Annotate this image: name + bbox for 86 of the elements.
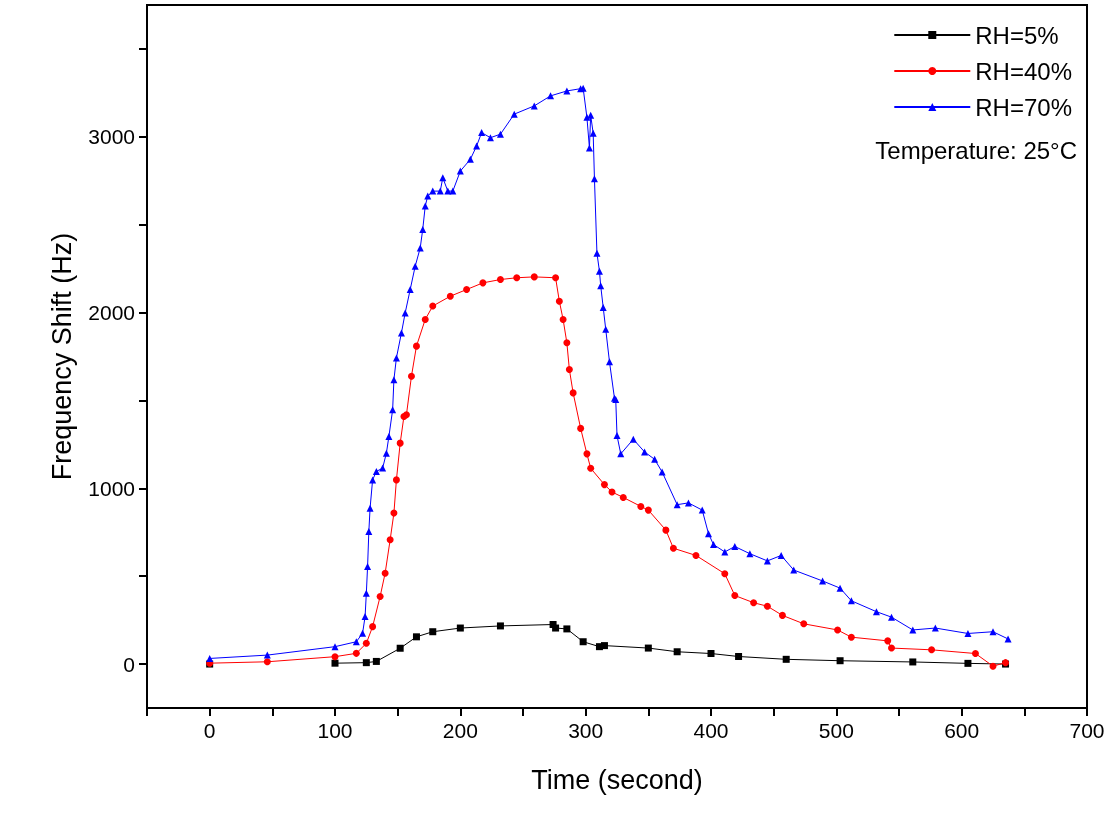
legend-label: RH=70% [975, 93, 1072, 121]
point [569, 389, 577, 397]
y-tick-label: 1000 [88, 476, 135, 500]
point [396, 439, 404, 447]
point [884, 637, 892, 645]
point [555, 297, 563, 305]
y-tick-label: 2000 [88, 301, 135, 325]
point [909, 658, 917, 666]
point [707, 650, 715, 658]
point [577, 424, 585, 432]
point [559, 315, 567, 323]
point [735, 653, 743, 661]
point [847, 633, 855, 641]
point [800, 620, 808, 628]
x-tick-label: 600 [944, 719, 980, 742]
point [552, 624, 560, 632]
point [834, 626, 842, 634]
x-tick-label: 500 [818, 719, 854, 742]
point [463, 286, 471, 294]
point [362, 639, 370, 647]
point [600, 642, 608, 650]
x-tick-label: 700 [1069, 719, 1105, 742]
point [407, 372, 415, 380]
x-tick-label: 200 [442, 719, 478, 742]
x-tick-label: 400 [693, 719, 729, 742]
point [964, 659, 972, 667]
point [692, 551, 700, 559]
point [563, 339, 571, 347]
y-tick-label: 3000 [88, 125, 135, 149]
point [673, 648, 681, 656]
point [331, 659, 339, 667]
point [381, 569, 389, 577]
point [263, 658, 271, 666]
point [421, 315, 429, 323]
point [836, 657, 844, 665]
point [644, 644, 652, 652]
point [331, 653, 339, 661]
point [362, 659, 370, 667]
x-axis-title: Time (second) [531, 764, 703, 795]
point [429, 628, 437, 636]
point [587, 464, 595, 472]
point [412, 342, 420, 350]
legend-label: RH=5% [975, 21, 1059, 49]
point [496, 622, 504, 630]
point [496, 276, 504, 284]
point [372, 657, 380, 665]
point [386, 536, 394, 544]
y-tick-label: 0 [123, 652, 135, 676]
point [429, 302, 437, 310]
point [750, 599, 758, 607]
point [600, 481, 608, 489]
point [552, 274, 560, 282]
point [396, 644, 404, 652]
point [971, 650, 979, 658]
point [662, 526, 670, 534]
x-tick-label: 300 [568, 719, 604, 742]
point [369, 623, 377, 631]
point [479, 279, 487, 287]
point [513, 274, 521, 282]
point [412, 633, 420, 641]
point [928, 646, 936, 654]
point [583, 450, 591, 458]
point [763, 602, 771, 610]
x-tick-label: 100 [317, 719, 353, 742]
point [352, 649, 360, 657]
point [721, 570, 729, 578]
point [376, 593, 384, 601]
legend-label: RH=40% [975, 57, 1072, 85]
annotation: Temperature: 25°C [875, 136, 1078, 164]
point [669, 544, 677, 552]
point [782, 655, 790, 663]
y-axis-title: Frequency Shift (Hz) [46, 232, 77, 481]
point [644, 506, 652, 514]
point [565, 366, 573, 373]
point [619, 493, 627, 501]
point [530, 273, 538, 281]
point [778, 611, 786, 619]
point [446, 292, 454, 300]
point [637, 502, 645, 510]
point [563, 625, 571, 633]
point [392, 476, 400, 484]
x-tick-label: 0 [203, 719, 216, 742]
point [456, 624, 464, 632]
point [887, 644, 895, 652]
point [579, 638, 587, 646]
point [731, 592, 739, 600]
